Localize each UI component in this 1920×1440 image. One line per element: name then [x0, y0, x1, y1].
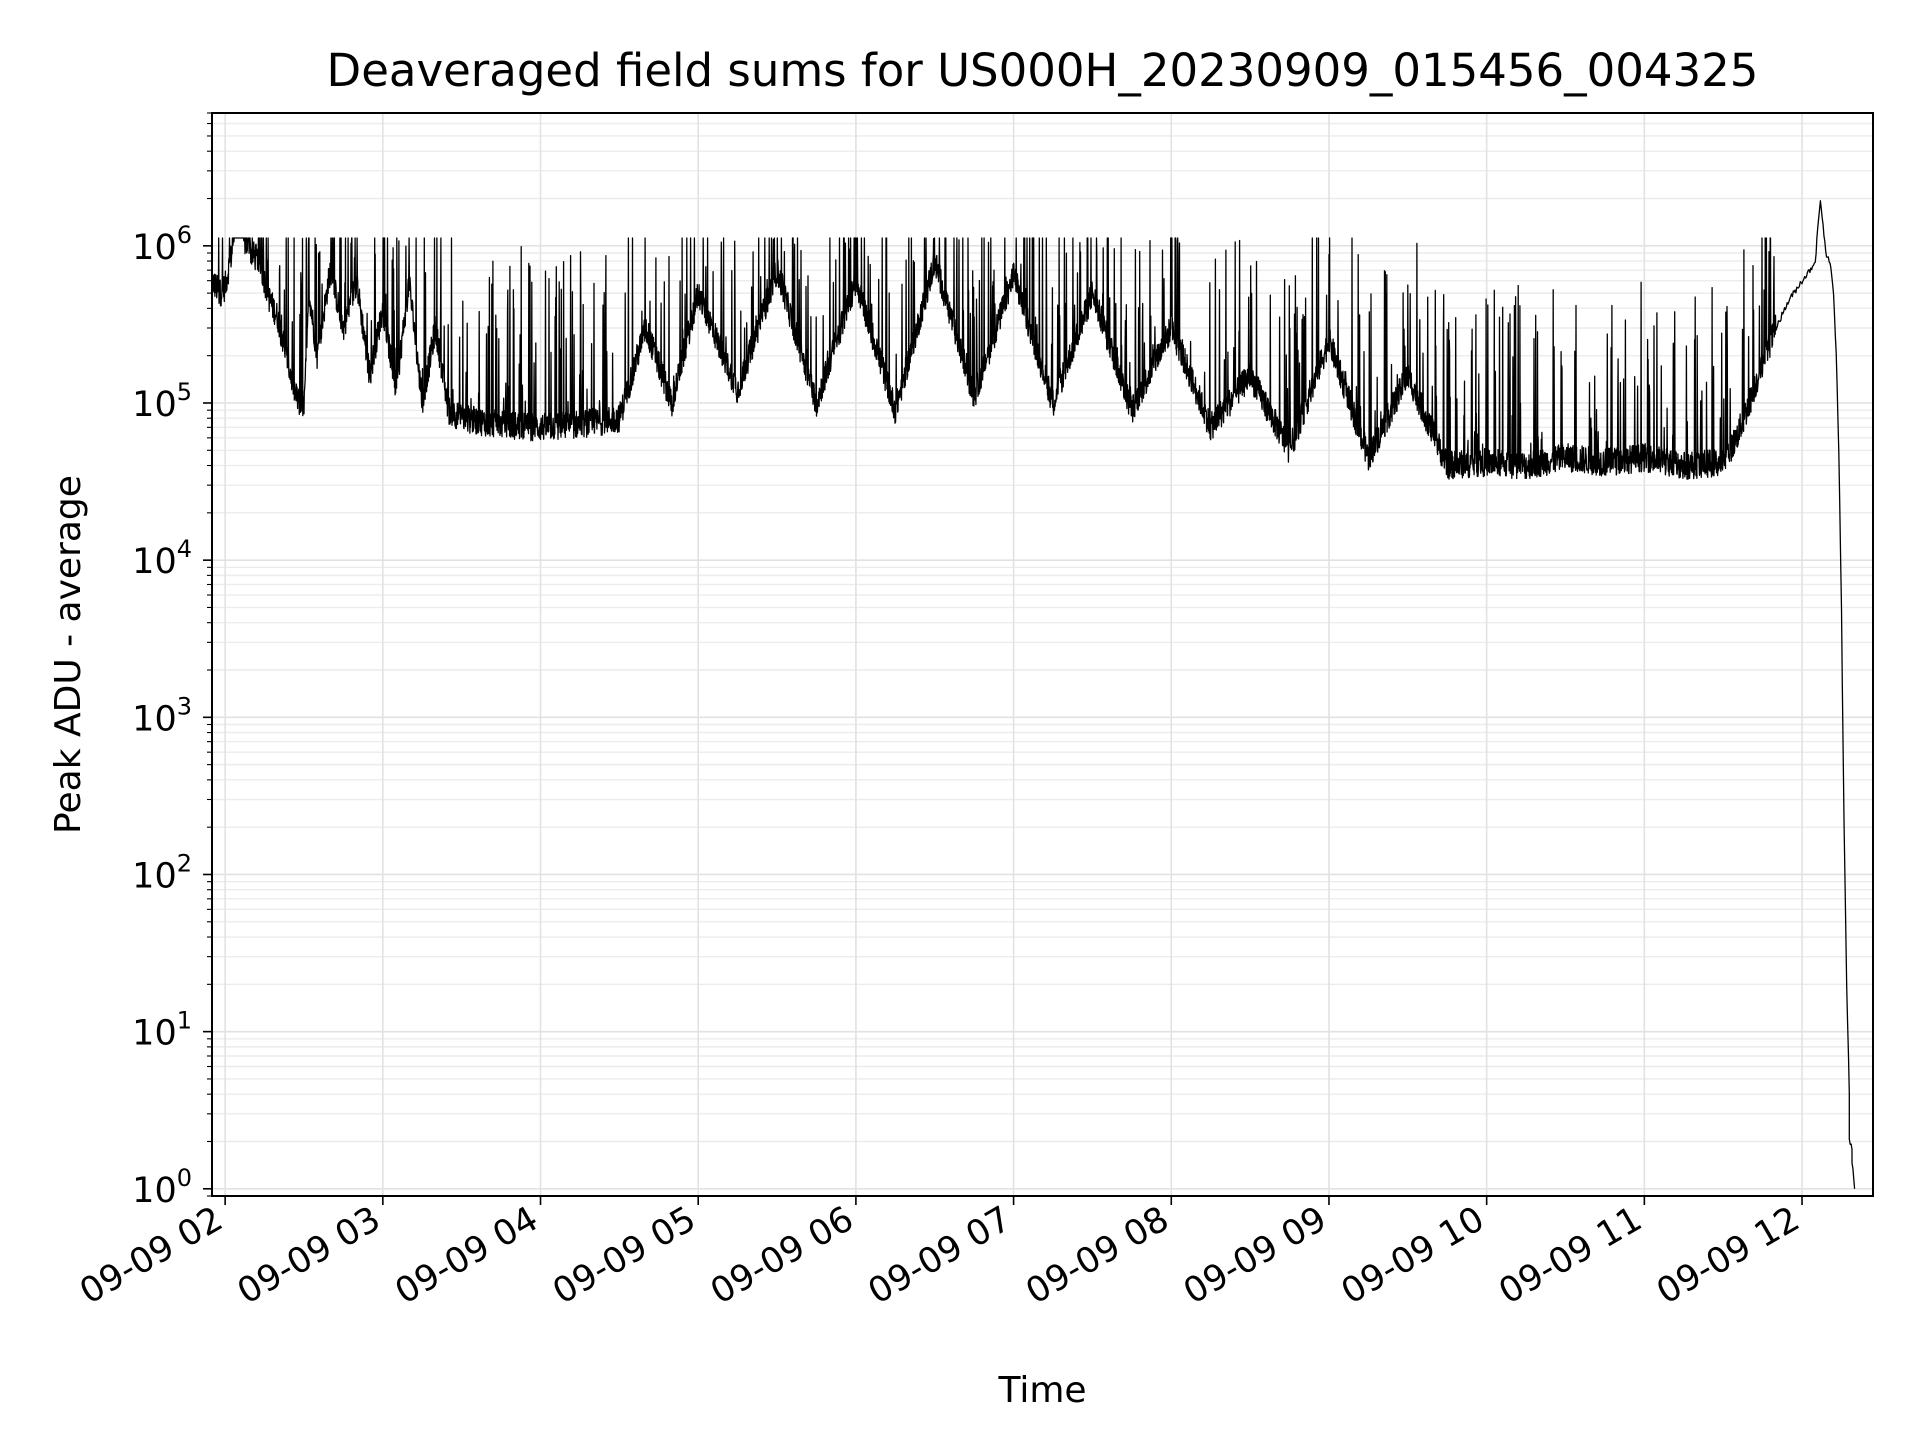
y-tick-label-base: 10 [132, 1014, 177, 1054]
x-tick-label: 09-09 12 [1650, 1199, 1806, 1312]
x-tick-label: 09-09 11 [1493, 1199, 1649, 1312]
y-tick-label: 101 [132, 1007, 192, 1054]
y-tick-label: 104 [132, 535, 192, 582]
data-series-line [211, 200, 1856, 1189]
y-tick-label-base: 10 [132, 1171, 177, 1211]
y-tick-label-exponent: 6 [177, 221, 192, 249]
x-tick-label: 09-09 05 [546, 1199, 702, 1312]
y-tick-label-exponent: 5 [177, 378, 192, 406]
y-tick-label-exponent: 0 [177, 1164, 192, 1192]
x-tick-label: 09-09 08 [1019, 1199, 1175, 1312]
y-tick-label-exponent: 1 [177, 1007, 192, 1035]
y-tick-label-base: 10 [132, 228, 177, 268]
x-tick-label: 09-09 04 [389, 1199, 545, 1312]
x-tick-label: 09-09 03 [231, 1199, 387, 1312]
y-tick-label-exponent: 4 [177, 535, 192, 563]
x-tick-label: 09-09 09 [1177, 1199, 1333, 1312]
x-tick-label: 09-09 02 [73, 1199, 229, 1312]
y-tick-label-base: 10 [132, 385, 177, 425]
series-layer [211, 200, 1856, 1189]
y-tick-label: 106 [132, 221, 192, 268]
x-tick-label: 09-09 06 [704, 1199, 860, 1312]
chart-title: Deaveraged field sums for US000H_2023090… [327, 44, 1759, 97]
y-tick-label-base: 10 [132, 542, 177, 582]
plot-area-frame [211, 112, 1874, 1197]
y-axis-label: Peak ADU - average [48, 475, 89, 834]
y-tick-label-base: 10 [132, 699, 177, 739]
y-tick-label-exponent: 3 [177, 692, 192, 720]
x-axis-label: Time [997, 1370, 1086, 1411]
axis-ticks [203, 112, 1803, 1205]
y-tick-label-base: 10 [132, 856, 177, 896]
y-tick-label: 102 [132, 849, 192, 896]
y-tick-label-exponent: 2 [177, 849, 192, 877]
x-tick-label: 09-09 10 [1335, 1199, 1491, 1312]
y-tick-label: 103 [132, 692, 192, 739]
x-tick-labels: 09-09 02 09-09 03 09-09 04 09-09 05 09-09 06… [73, 1199, 1806, 1312]
y-tick-label: 100 [132, 1164, 192, 1211]
y-tick-label: 105 [132, 378, 192, 425]
x-tick-label: 09-09 07 [862, 1199, 1018, 1312]
